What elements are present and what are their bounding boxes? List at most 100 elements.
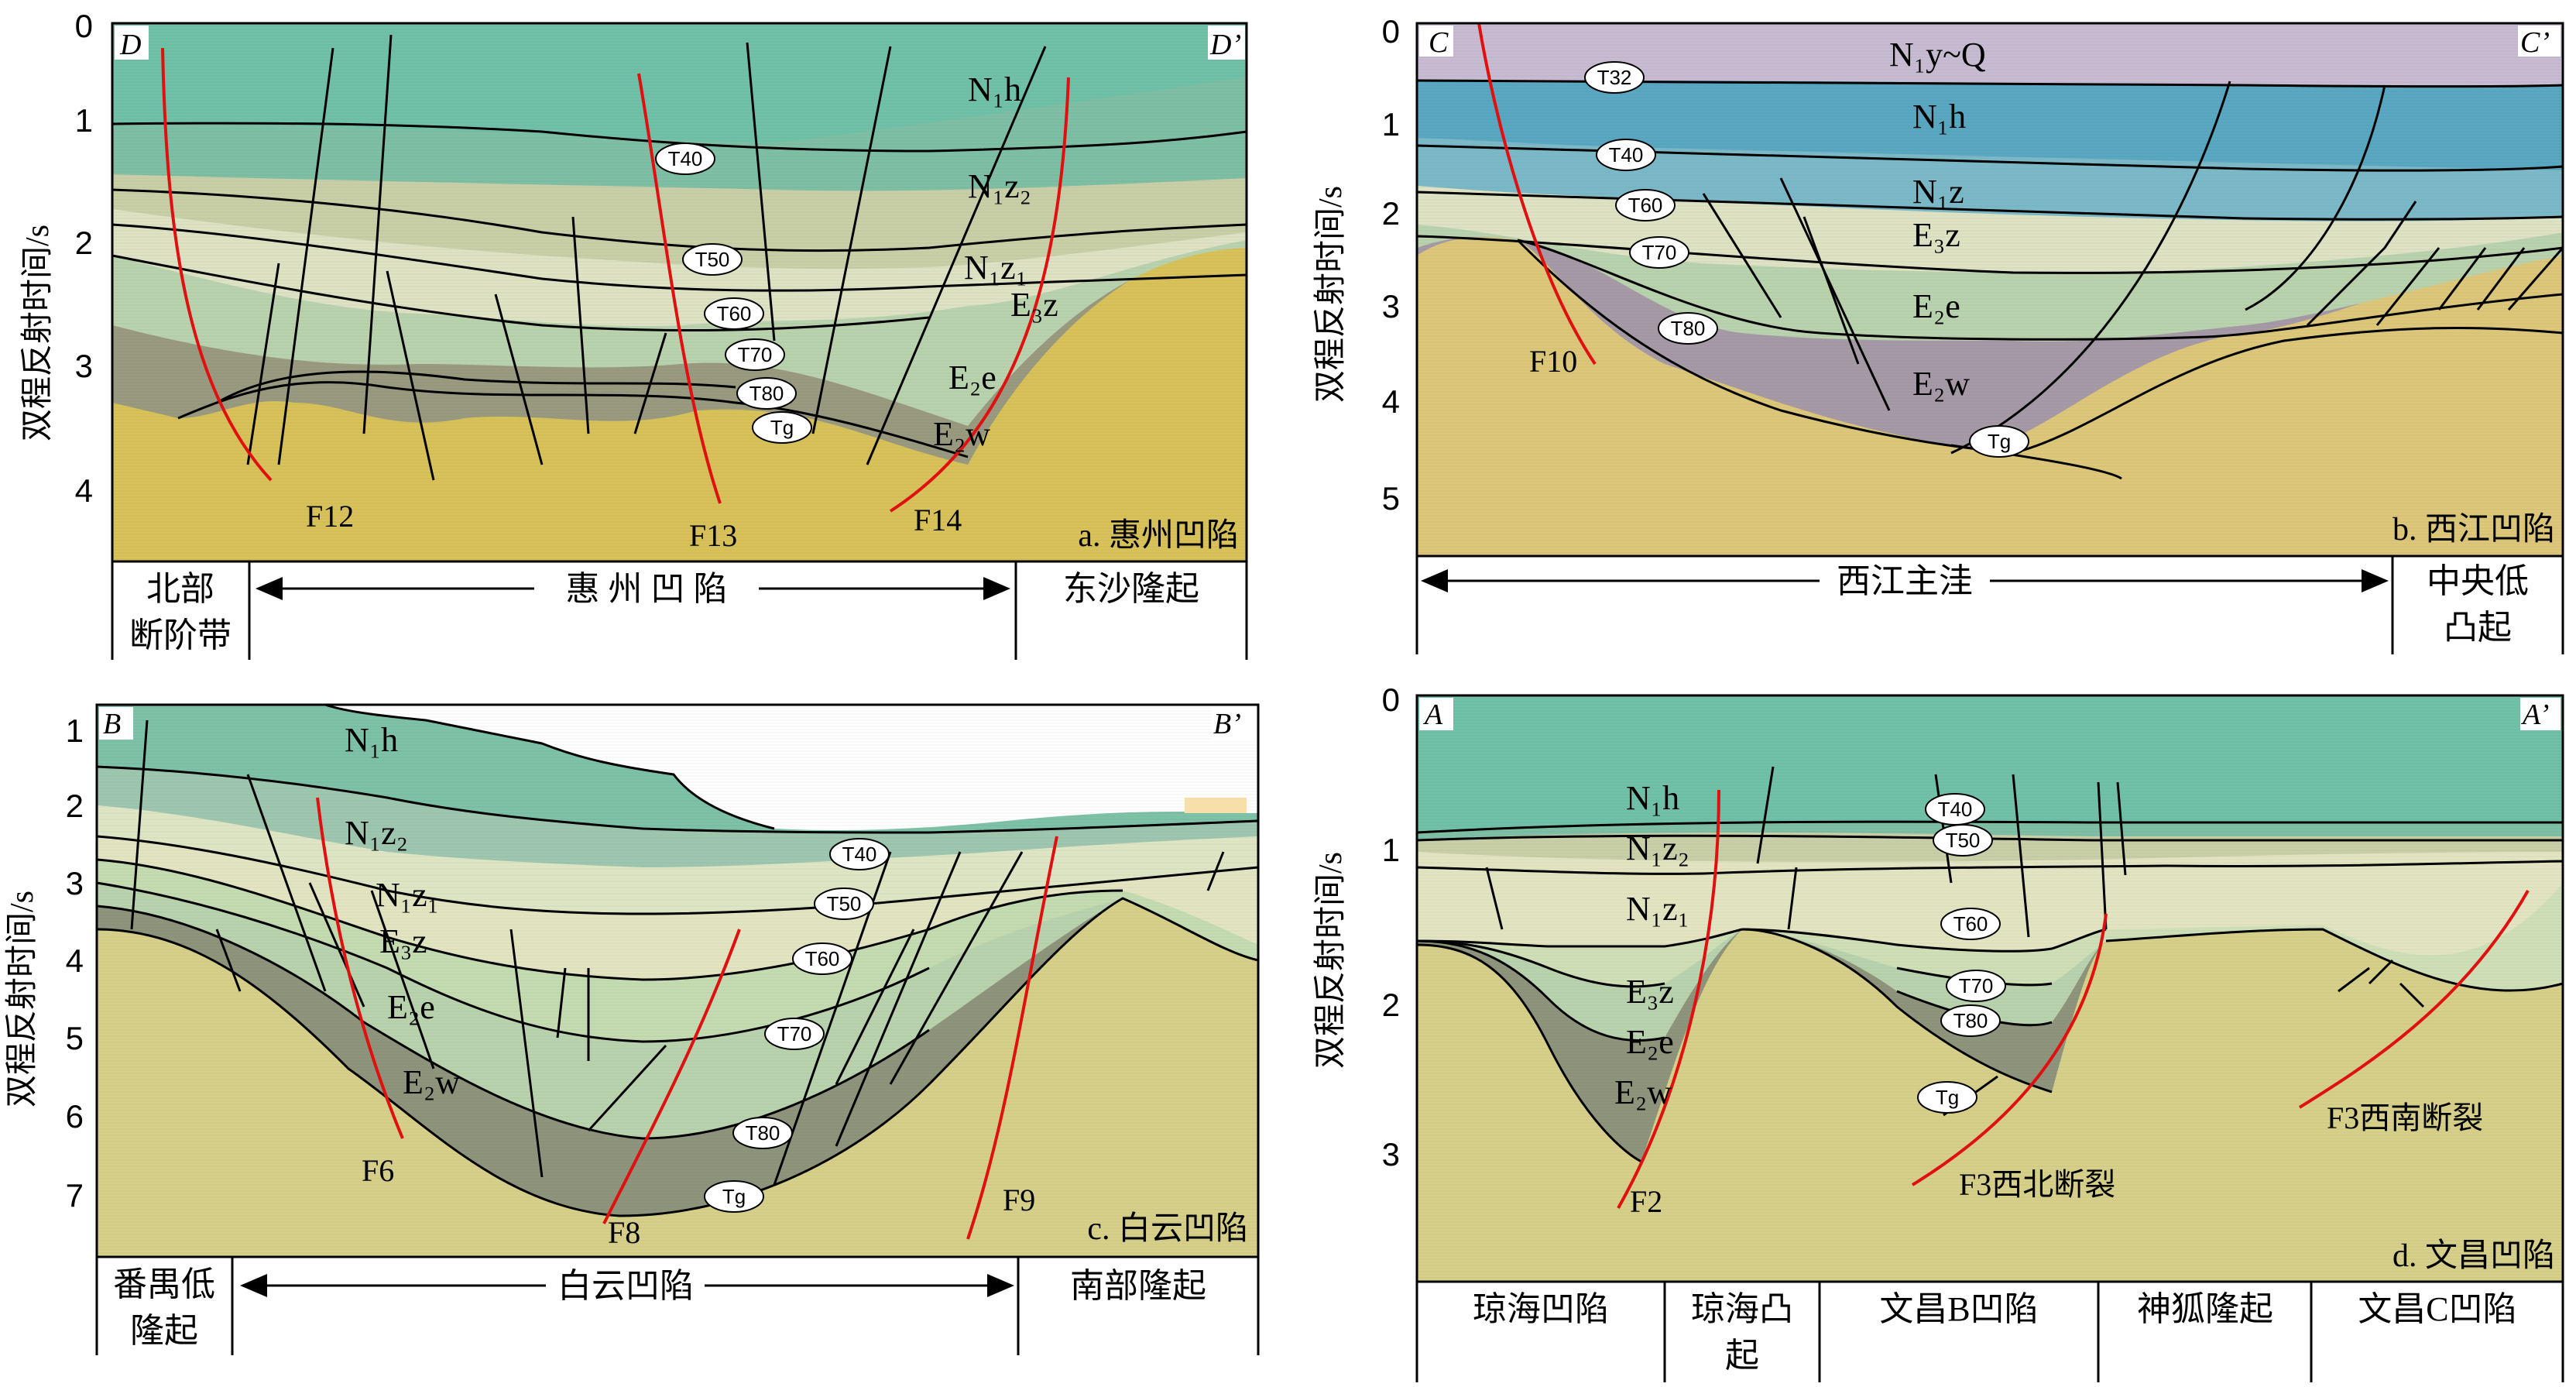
y-ticks-a: 0 1 2 3 [1382,681,1400,1172]
y-axis-label-d: 双程反射时间/s [20,225,56,441]
unit-b-n1h: N₁h [345,721,398,759]
tick-b-3: 3 [66,865,84,901]
fault-label-f2: F2 [1630,1184,1662,1219]
section-body-c [1415,22,2564,558]
tick-b-4: 4 [66,942,84,979]
horizon-a-t40: T40 [1938,798,1973,821]
section-body-d [111,22,1248,563]
unit-d-n1z1: N₁z₁ [964,249,1027,287]
region-d-1: 惠 州 凹 陷 [566,570,728,608]
fault-label-f8: F8 [608,1215,640,1250]
unit-d-e2w: E₂w [933,415,990,453]
tick-c-4: 4 [1382,383,1400,420]
horizon-markers-b: T40 T50 T60 T70 T80 Tg [704,838,890,1213]
region-d-0a: 北部 [146,570,214,608]
tick-b-1: 1 [66,712,84,749]
unit-c-n1y-q: N₁y~Q [1889,36,1986,74]
region-d-2: 东沙隆起 [1063,570,1199,608]
caption-c: b. 西江凹陷 [2392,512,2555,548]
corner-left-d: D [119,29,141,61]
tick-b-6: 6 [66,1098,84,1135]
tick-b-5: 5 [66,1020,84,1056]
unit-d-n1h: N₁h [968,70,1021,108]
tick-a-1: 1 [1382,832,1400,868]
unit-a-n1h: N₁h [1626,779,1679,817]
unit-a-e2w: E₂w [1614,1073,1672,1111]
y-axis-label-c: 双程反射时间/s [1313,186,1349,403]
corner-right-b: B’ [1213,708,1241,740]
y-ticks-b: 1 2 3 4 5 6 7 [66,712,84,1214]
region-a-3: 神狐隆起 [2137,1290,2273,1328]
horizon-markers-c: T32 T40 T60 T70 T80 Tg [1584,61,2029,458]
tick-d-3: 3 [75,348,93,384]
fault-label-f13: F13 [689,518,737,553]
y-axis-label-b: 双程反射时间/s [5,891,40,1107]
y-ticks-c: 0 1 2 3 4 5 [1382,13,1400,517]
panel-a: 双程反射时间/s 0 1 2 3 [1313,681,2564,1382]
horizon-d-t60: T60 [717,302,752,325]
tick-b-2: 2 [66,788,84,824]
horizon-a-t50: T50 [1946,829,1981,852]
fault-label-f6: F6 [362,1153,394,1188]
fault-label-f14: F14 [914,503,962,537]
corner-right-a: A’ [2520,699,2549,731]
corner-left-c: C [1429,26,1449,59]
fault-label-f10: F10 [1529,344,1577,379]
horizon-b-tg: Tg [722,1185,746,1208]
unit-d-e3z: E₃z [1010,286,1058,324]
y-ticks-d: 0 1 2 3 4 [75,8,93,509]
horizon-b-t70: T70 [777,1022,812,1045]
tick-c-0: 0 [1382,13,1400,50]
caption-a: d. 文昌凹陷 [2392,1238,2555,1274]
region-c-0: 西江主洼 [1837,562,1973,600]
corner-right-c: C’ [2520,26,2550,59]
horizon-d-t80: T80 [749,382,784,405]
horizon-d-t50: T50 [695,248,730,271]
tick-a-2: 2 [1382,987,1400,1023]
horizon-c-t80: T80 [1671,317,1706,340]
tick-d-2: 2 [75,225,93,261]
region-b-1: 白云凹陷 [557,1267,694,1305]
region-bar-c: 西江主洼 中央低 凸起 [1415,556,2564,654]
tick-d-4: 4 [75,472,93,509]
tick-a-3: 3 [1382,1136,1400,1172]
horizon-b-t60: T60 [805,947,840,970]
panel-c: 双程反射时间/s 0 1 2 3 4 5 [1313,13,2564,654]
panel-b: 双程反射时间/s 1 2 3 4 5 6 7 [5,703,1260,1355]
region-b-2: 南部隆起 [1070,1267,1206,1305]
unit-d-n1z2: N₁z₂ [968,167,1031,205]
unit-a-e2e: E₂e [1626,1023,1674,1061]
y-axis-label-a: 双程反射时间/s [1313,852,1349,1069]
region-bar-a: 琼海凹陷 琼海凸 起 文昌B凹陷 神狐隆起 文昌C凹陷 [1415,1282,2564,1382]
fault-label-f12: F12 [306,499,354,534]
unit-a-n1z1: N₁z₁ [1626,890,1689,928]
horizon-a-t60: T60 [1953,912,1988,936]
unit-c-n1h: N₁h [1912,98,1966,136]
corner-left-b: B [103,708,121,740]
unit-b-e2e: E₂e [387,988,435,1026]
region-a-1a: 琼海凸 [1691,1290,1793,1328]
unit-b-n1z2: N₁z₂ [345,814,408,852]
tick-a-0: 0 [1382,681,1400,718]
region-bar-b: 番禺低 隆起 白云凹陷 南部隆起 [95,1257,1260,1355]
horizon-c-t32: T32 [1597,66,1632,89]
horizon-c-tg: Tg [1988,430,2011,453]
unit-b-e2w: E₂w [403,1063,460,1101]
horizon-d-t40: T40 [668,147,703,170]
horizon-c-t40: T40 [1609,143,1644,167]
unit-c-n1z: N₁z [1912,173,1964,211]
unit-b-e3z: E₃z [379,922,427,960]
region-a-4: 文昌C凹陷 [2358,1290,2516,1328]
horizon-c-t60: T60 [1628,194,1663,217]
region-a-2: 文昌B凹陷 [1879,1290,2038,1328]
unit-c-e2e: E₂e [1912,287,1960,325]
corner-left-a: A [1422,699,1443,731]
horizon-c-t70: T70 [1642,241,1677,264]
tick-b-7: 7 [66,1177,84,1214]
horizon-d-t70: T70 [738,343,773,366]
horizon-a-t80: T80 [1953,1009,1988,1032]
horizon-b-t50: T50 [827,892,862,915]
tick-d-1: 1 [75,102,93,139]
unit-b-n1z1: N₁z₁ [376,876,439,914]
